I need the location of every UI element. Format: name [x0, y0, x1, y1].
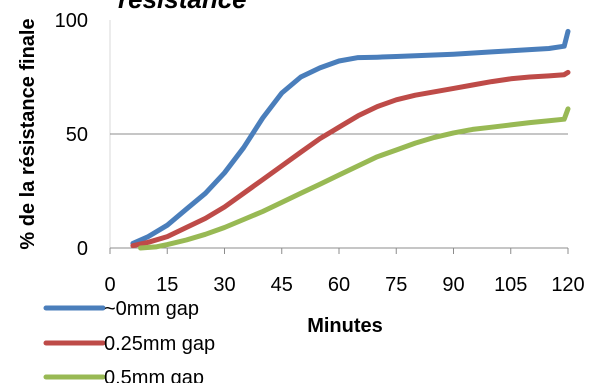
x-tick-label: 0: [104, 274, 115, 296]
y-tick-label: 50: [66, 124, 88, 146]
x-tick-label: 30: [213, 274, 235, 296]
x-axis-title: Minutes: [307, 315, 383, 337]
legend-label-3: 0.5mm gap: [104, 367, 204, 383]
x-tick-label: 90: [442, 274, 464, 296]
x-tick-label: 60: [328, 274, 350, 296]
series-line-1: [130, 28, 571, 246]
x-tick-label: 45: [271, 274, 293, 296]
legend: ~0mm gap 0.25mm gap 0.5mm gap: [43, 298, 215, 383]
y-axis-title: % de la résistance finale: [17, 18, 39, 249]
x-axis: 0 15 30 45 60 75 90 105 120: [104, 247, 585, 296]
y-tick-label: 100: [55, 10, 88, 32]
x-tick-label: 15: [156, 274, 178, 296]
y-axis: 0 50 100: [55, 10, 88, 260]
x-tick-label: 105: [494, 274, 527, 296]
y-tick-label: 0: [77, 238, 88, 260]
x-tick-label: 120: [551, 274, 584, 296]
series-line-3: [138, 106, 571, 251]
x-tick-label: 75: [385, 274, 407, 296]
legend-label-2: 0.25mm gap: [104, 333, 215, 355]
legend-label-1: ~0mm gap: [104, 298, 199, 320]
chart-title: résistance: [118, 0, 247, 14]
series-line-2: [130, 69, 571, 249]
series-lines: [130, 28, 571, 251]
